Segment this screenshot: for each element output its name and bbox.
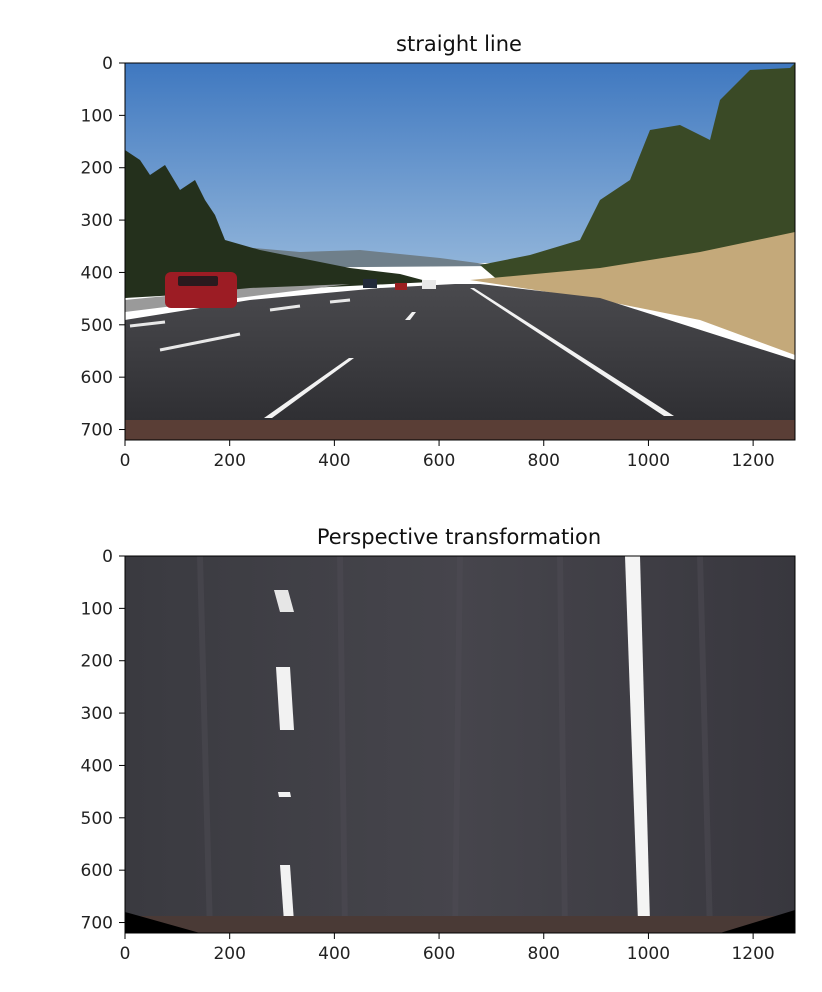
y-tick-label: 400 — [81, 756, 113, 776]
left-lane-dash-1 — [274, 590, 294, 612]
distant-car-3 — [422, 280, 436, 289]
warped-road-texture — [197, 556, 713, 933]
left-lane-dash-3 — [278, 792, 291, 797]
right-trees — [480, 63, 795, 282]
y-tick-label: 100 — [81, 599, 113, 619]
y-tick-label: 500 — [81, 809, 113, 829]
y-tick-label: 0 — [102, 547, 113, 567]
panel-2-axes: 0 200 400 600 800 1000 1200 0 100 200 300 400 500 600… — [81, 547, 775, 964]
left-lane-dash-4 — [280, 865, 294, 922]
left-lane-dash — [405, 312, 416, 320]
y-tick-label: 700 — [81, 914, 113, 934]
y-tick-label: 600 — [81, 861, 113, 881]
red-car-window — [178, 276, 218, 286]
right-lane-line — [470, 288, 674, 416]
x-tick-label: 0 — [120, 451, 131, 471]
x-tick-label: 600 — [423, 944, 455, 964]
panel-1-image — [125, 63, 795, 440]
x-tick-label: 1000 — [627, 944, 670, 964]
panel-1-axes: 0 200 400 600 800 1000 1200 0 100 200 300 400 500 600… — [81, 54, 775, 471]
y-tick-label: 400 — [81, 263, 113, 283]
y-tick-label: 600 — [81, 368, 113, 388]
bottom-left-corner — [125, 912, 200, 933]
road-surface — [125, 284, 795, 420]
bottom-dirt — [125, 916, 795, 933]
y-tick-label: 0 — [102, 54, 113, 74]
panel-2-frame — [124, 555, 796, 934]
panel-2-image — [125, 556, 795, 933]
x-tick-label: 200 — [213, 944, 245, 964]
x-tick-label: 1200 — [731, 944, 774, 964]
x-tick-label: 200 — [213, 451, 245, 471]
right-lane-line — [625, 556, 650, 922]
x-tick-label: 400 — [318, 451, 350, 471]
hood-edge — [125, 420, 795, 440]
y-tick-label: 300 — [81, 211, 113, 231]
left-lane-dash-2 — [276, 667, 294, 730]
y-tick-label: 200 — [81, 652, 113, 672]
distant-car-1 — [363, 279, 377, 288]
y-tick-label: 500 — [81, 316, 113, 336]
y-tick-label: 700 — [81, 421, 113, 441]
far-lane-dashes — [129, 298, 351, 352]
x-tick-label: 800 — [528, 944, 560, 964]
panel-1-title: straight line — [396, 32, 522, 56]
x-tick-label: 1200 — [731, 451, 774, 471]
grass-shoulder — [470, 232, 795, 355]
bottom-right-corner — [720, 910, 795, 933]
x-tick-label: 0 — [120, 944, 131, 964]
x-tick-label: 800 — [528, 451, 560, 471]
x-tick-label: 1000 — [627, 451, 670, 471]
panel-1-frame — [124, 62, 796, 441]
distant-car-2 — [395, 283, 407, 290]
y-tick-label: 300 — [81, 704, 113, 724]
panel-2-title: Perspective transformation — [317, 525, 601, 549]
x-tick-label: 600 — [423, 451, 455, 471]
left-lane-line — [264, 358, 354, 418]
y-tick-label: 200 — [81, 159, 113, 179]
y-tick-label: 100 — [81, 106, 113, 126]
x-tick-label: 400 — [318, 944, 350, 964]
left-trees — [125, 150, 430, 298]
